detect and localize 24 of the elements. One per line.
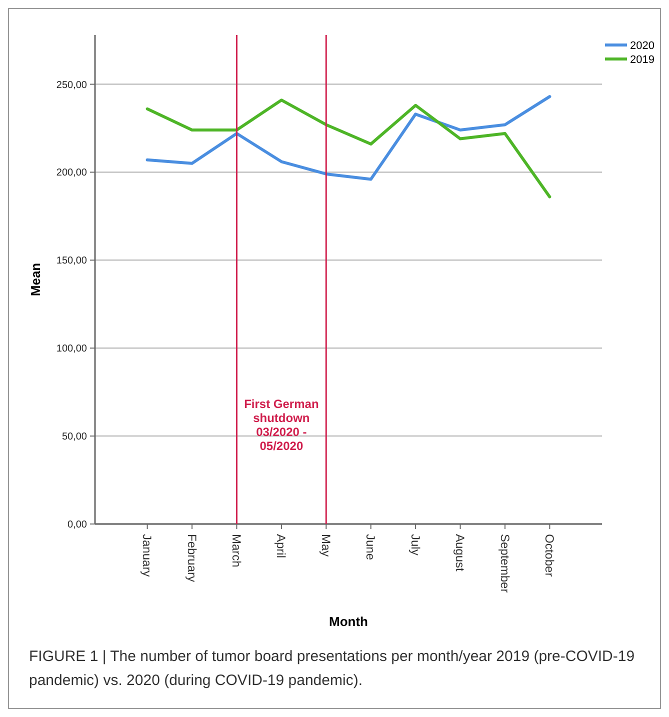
y-tick-label: 100,00: [56, 344, 88, 355]
x-tick-label: March: [230, 534, 244, 568]
line-series: [146, 95, 552, 181]
annotation: First German shutdown 03/2020 - 05/2020: [244, 397, 319, 453]
y-tick-label: 250,00: [56, 80, 88, 91]
y-tick-label: 50,00: [62, 432, 88, 443]
x-tick-label: May: [318, 534, 333, 557]
legend-label: 2019: [630, 54, 654, 66]
x-axis-title: Month: [329, 614, 368, 629]
y-axis-title: Mean: [28, 262, 43, 296]
legend-label: 2020: [630, 40, 654, 52]
x-tick-label: April: [274, 534, 288, 558]
x-tick-label: September: [498, 534, 512, 593]
y-tick-label: 0,00: [68, 520, 88, 530]
x-tick-label: July: [408, 534, 422, 556]
x-tick-label: June: [364, 534, 378, 560]
x-tick-label: February: [184, 534, 199, 582]
y-tick-label: 150,00: [56, 256, 88, 267]
line-series: [146, 98, 552, 198]
y-tick-label: 200,00: [56, 168, 88, 179]
caption: FIGURE 1 | The number of tumor board presentations per month/year 2019 (pre-COVID-19 pandemic) vs. 2020 (during COVID-19 pandemic).: [29, 647, 636, 691]
x-tick-label: August: [453, 534, 468, 572]
x-tick-label: October: [542, 534, 556, 577]
x-tick-label: January: [140, 534, 154, 577]
